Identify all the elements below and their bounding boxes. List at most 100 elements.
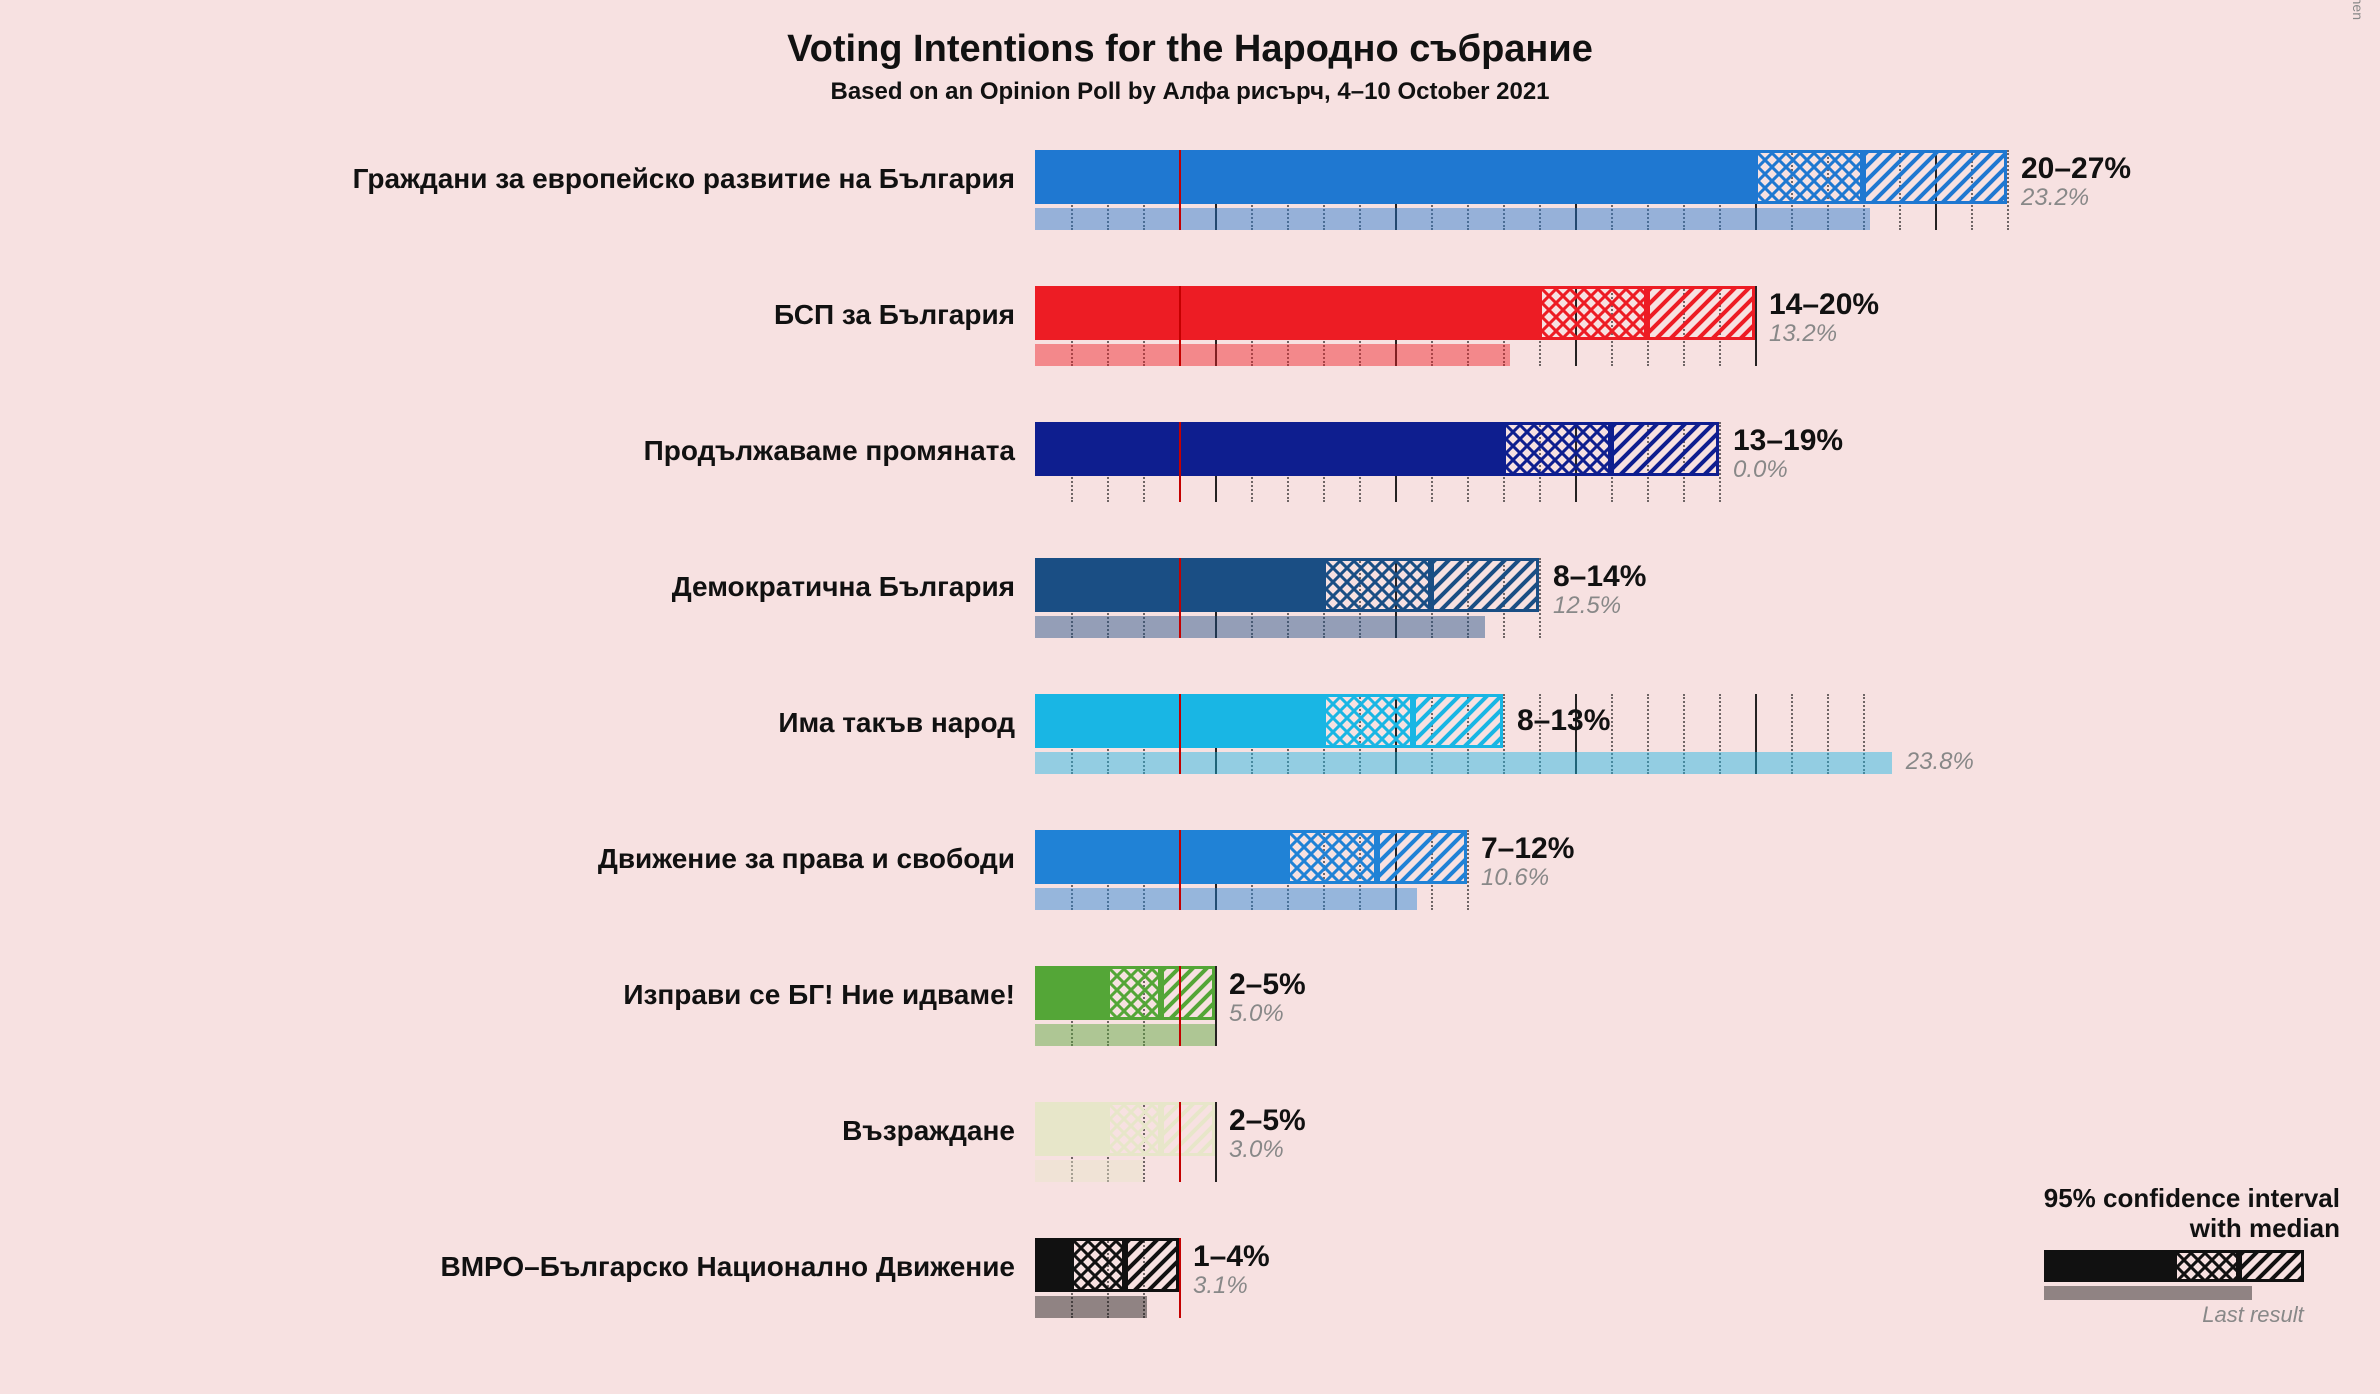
party-label: Има такъв народ <box>115 707 1015 739</box>
ci-bar-solid <box>1035 830 1287 884</box>
chart-area: Граждани за европейско развитие на Бълга… <box>0 130 2380 1354</box>
legend-title-line2: with median <box>2190 1213 2340 1243</box>
last-result-bar <box>1035 616 1485 638</box>
ci-bar-solid <box>1035 422 1503 476</box>
party-label: Изправи се БГ! Ние идваме! <box>115 979 1015 1011</box>
last-result-label: 3.0% <box>1229 1136 1284 1164</box>
ci-bar-diagonal <box>1647 286 1755 340</box>
party-row: Движение за права и свободи 7–12%10.6% <box>0 822 2380 958</box>
party-label: Продължаваме промяната <box>115 435 1015 467</box>
ci-bar-solid <box>1035 1238 1071 1292</box>
bar-area: 2–5%5.0% <box>1035 966 2043 1046</box>
bar-area: 8–13% 23.8% <box>1035 694 2043 774</box>
ci-bar-diagonal <box>1431 558 1539 612</box>
ci-bar-solid <box>1035 966 1107 1020</box>
threshold-line <box>1179 966 1181 1046</box>
threshold-line <box>1179 694 1181 774</box>
party-label: Движение за права и свободи <box>115 843 1015 875</box>
ci-bar-diagonal <box>1125 1238 1179 1292</box>
party-label: Демократична България <box>115 571 1015 603</box>
last-result-label: 0.0% <box>1733 456 1788 484</box>
legend-bar-crosshatch <box>2174 1250 2239 1282</box>
threshold-line <box>1179 1102 1181 1182</box>
bar-area: 8–14%12.5% <box>1035 558 2043 638</box>
last-result-bar <box>1035 752 1892 774</box>
ci-bar-crosshatch <box>1107 966 1161 1020</box>
last-result-label: 23.2% <box>2021 184 2089 212</box>
ci-bar-crosshatch <box>1755 150 1863 204</box>
ci-bar-diagonal <box>1611 422 1719 476</box>
party-row: Изправи се БГ! Ние идваме! 2–5%5.0% <box>0 958 2380 1094</box>
range-label: 8–13% <box>1517 704 1610 738</box>
ci-bar-crosshatch <box>1323 694 1413 748</box>
ci-bar-crosshatch <box>1323 558 1431 612</box>
ci-bar-solid <box>1035 286 1539 340</box>
bar-area: 1–4%3.1% <box>1035 1238 2043 1318</box>
legend-last-label: Last result <box>2202 1302 2304 1328</box>
threshold-line <box>1179 1238 1181 1318</box>
party-row: Има такъв народ 8–13% 23.8% <box>0 686 2380 822</box>
legend-title: 95% confidence interval with median <box>2044 1184 2340 1244</box>
ci-bar-diagonal <box>1863 150 2007 204</box>
ci-bar-diagonal <box>1413 694 1503 748</box>
range-label: 14–20% <box>1769 288 1879 322</box>
ci-bar-diagonal <box>1161 1102 1215 1156</box>
threshold-line <box>1179 150 1181 230</box>
last-result-bar <box>1035 888 1417 910</box>
threshold-line <box>1179 830 1181 910</box>
range-label: 7–12% <box>1481 832 1574 866</box>
range-label: 8–14% <box>1553 560 1646 594</box>
threshold-line <box>1179 286 1181 366</box>
ci-bar-diagonal <box>1377 830 1467 884</box>
last-result-bar <box>1035 208 1870 230</box>
last-result-bar <box>1035 1160 1143 1182</box>
chart-title: Voting Intentions for the Народно събран… <box>0 28 2380 71</box>
bar-area: 20–27%23.2% <box>1035 150 2043 230</box>
legend-bar-diagonal <box>2239 1250 2304 1282</box>
range-label: 1–4% <box>1193 1240 1270 1274</box>
tick-minor <box>2007 150 2009 230</box>
last-result-bar <box>1035 1024 1215 1046</box>
bar-area: 7–12%10.6% <box>1035 830 2043 910</box>
range-label: 2–5% <box>1229 968 1306 1002</box>
ci-bar-crosshatch <box>1107 1102 1161 1156</box>
ci-bar-solid <box>1035 150 1755 204</box>
ci-bar-crosshatch <box>1287 830 1377 884</box>
tick-minor <box>1719 422 1721 502</box>
last-result-label: 23.8% <box>1906 748 1974 776</box>
ci-bar-crosshatch <box>1503 422 1611 476</box>
bar-area: 14–20%13.2% <box>1035 286 2043 366</box>
party-row: Продължаваме промяната 13–19%0.0% <box>0 414 2380 550</box>
copyright-text: © 2021 Filip van Laenen <box>2350 0 2366 20</box>
tick-minor <box>1539 558 1541 638</box>
last-result-bar <box>1035 344 1510 366</box>
last-result-label: 10.6% <box>1481 864 1549 892</box>
bar-area: 13–19%0.0% <box>1035 422 2043 502</box>
threshold-line <box>1179 558 1181 638</box>
range-label: 13–19% <box>1733 424 1843 458</box>
last-result-label: 13.2% <box>1769 320 1837 348</box>
chart-subtitle: Based on an Opinion Poll by Алфа рисърч,… <box>0 78 2380 106</box>
party-row: Демократична България 8–14%12.5% <box>0 550 2380 686</box>
party-label: БСП за България <box>115 299 1015 331</box>
tick-major <box>1215 1102 1217 1182</box>
legend-bars: Last result <box>2044 1250 2304 1334</box>
legend: 95% confidence interval with median Last… <box>2044 1184 2340 1334</box>
legend-bar-solid <box>2044 1250 2174 1282</box>
ci-bar-solid <box>1035 1102 1107 1156</box>
party-row: ВМРО–Българско Национално Движение 1–4%3.… <box>0 1230 2380 1366</box>
threshold-line <box>1179 422 1181 502</box>
last-result-label: 5.0% <box>1229 1000 1284 1028</box>
ci-bar-diagonal <box>1161 966 1215 1020</box>
ci-bar-crosshatch <box>1071 1238 1125 1292</box>
tick-major <box>1755 286 1757 366</box>
ci-bar-crosshatch <box>1539 286 1647 340</box>
range-label: 2–5% <box>1229 1104 1306 1138</box>
tick-minor <box>1467 830 1469 910</box>
legend-title-line1: 95% confidence interval <box>2044 1183 2340 1213</box>
party-label: Граждани за европейско развитие на Бълга… <box>115 163 1015 195</box>
last-result-label: 3.1% <box>1193 1272 1248 1300</box>
party-label: ВМРО–Българско Национално Движение <box>115 1251 1015 1283</box>
party-row: БСП за България 14–20%13.2% <box>0 278 2380 414</box>
party-row: Възраждане2–5%3.0% <box>0 1094 2380 1230</box>
